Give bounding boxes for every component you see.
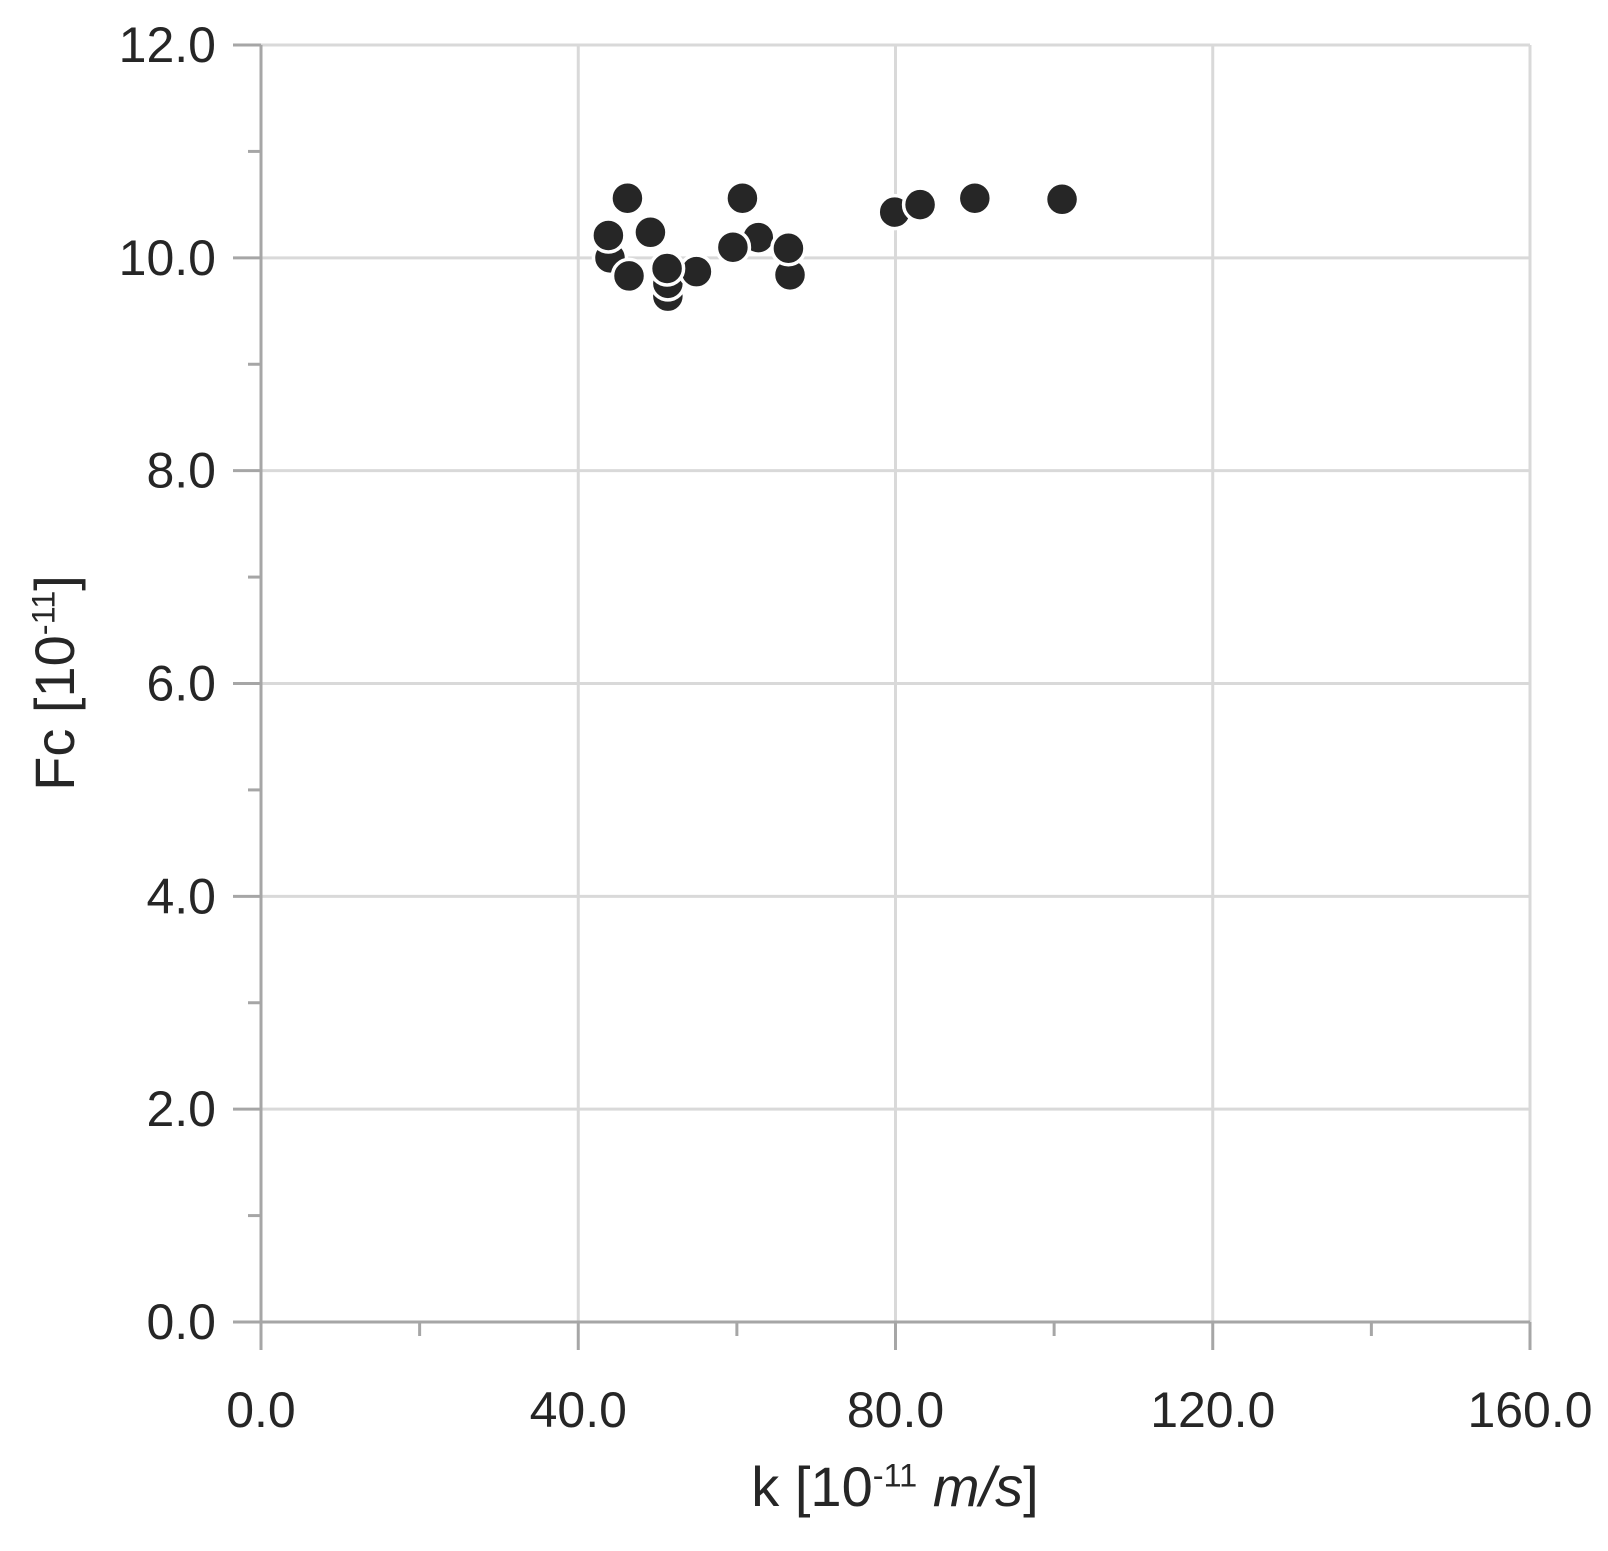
data-point [956, 179, 994, 217]
y-tick-label: 10.0 [119, 230, 216, 286]
y-axis-title-exponent: -11 [25, 590, 62, 636]
data-point [770, 230, 807, 267]
y-axis-title: Fc [10-11] [23, 575, 86, 791]
y-tick-label: 12.0 [119, 17, 216, 73]
x-tick-label: 120.0 [1150, 1382, 1275, 1438]
data-point [648, 250, 686, 287]
data-point [1043, 181, 1081, 218]
x-axis-title-unit: m/s [932, 1455, 1024, 1518]
x-axis-title-suffix: ] [1023, 1455, 1039, 1518]
y-axis-title-suffix: ] [23, 575, 86, 591]
y-tick-label: 0.0 [146, 1294, 216, 1350]
data-point [609, 179, 646, 217]
data-point [901, 186, 939, 223]
data-point [590, 217, 627, 254]
y-tick-label: 4.0 [146, 868, 216, 924]
y-tick-label: 2.0 [146, 1081, 216, 1137]
x-tick-label: 160.0 [1467, 1382, 1592, 1438]
x-tick-label: 80.0 [847, 1382, 944, 1438]
data-point [632, 214, 669, 251]
x-tick-label: 0.0 [226, 1382, 296, 1438]
x-axis-title: k [10-11 m/s] [751, 1459, 1038, 1515]
data-point [714, 228, 752, 266]
y-tick-label: 6.0 [146, 656, 216, 712]
data-point [724, 179, 761, 217]
y-tick-label: 8.0 [146, 443, 216, 499]
x-tick-label: 40.0 [530, 1382, 627, 1438]
y-axis-title-prefix: Fc [10 [23, 635, 86, 791]
x-axis-title-exponent: -11 [872, 1457, 918, 1494]
data-point [610, 257, 648, 295]
x-axis-title-prefix: k [10 [751, 1455, 873, 1518]
